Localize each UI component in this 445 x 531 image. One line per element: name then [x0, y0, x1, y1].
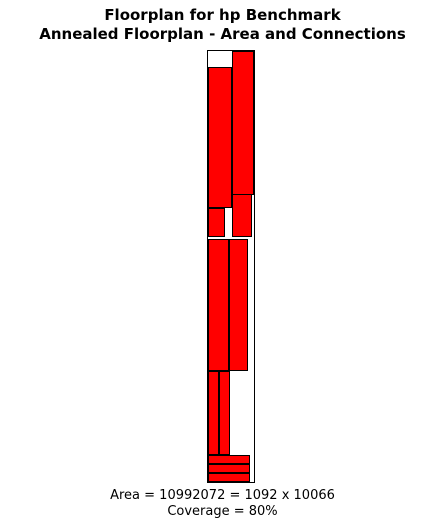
floorplan-block-9: [208, 455, 251, 464]
floorplan-block-11: [208, 472, 251, 482]
floorplan-block-6: [228, 239, 249, 371]
floorplan-block-3: [208, 207, 225, 238]
chart-title-line2: Annealed Floorplan - Area and Connection…: [39, 25, 406, 43]
chart-title: Floorplan for hp Benchmark Annealed Floo…: [0, 6, 445, 44]
floorplan-block-7: [208, 370, 219, 455]
coverage-text: Coverage = 80%: [167, 504, 278, 519]
floorplan-block-10: [208, 464, 251, 473]
floorplan-area: [207, 50, 255, 483]
floorplan-block-5: [208, 239, 229, 371]
floorplan-block-2: [208, 66, 232, 208]
area-text: Area = 10992072 = 1092 x 10066: [110, 488, 335, 503]
floorplan-block-4: [232, 194, 253, 238]
chart-title-line1: Floorplan for hp Benchmark: [104, 6, 341, 24]
area-caption: Area = 10992072 = 1092 x 10066 Coverage …: [0, 488, 445, 520]
floorplan-block-8: [218, 370, 230, 455]
floorplan-block-1: [232, 51, 254, 196]
